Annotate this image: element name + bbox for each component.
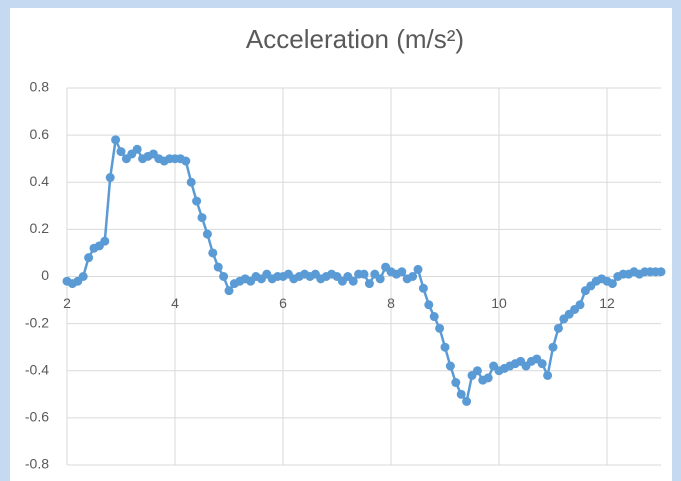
data-point — [224, 286, 234, 296]
data-point — [192, 196, 202, 206]
data-point — [456, 389, 466, 399]
data-point — [451, 378, 461, 388]
data-point — [359, 269, 369, 279]
data-point — [197, 213, 207, 223]
y-tick-label: 0.8 — [30, 79, 50, 95]
data-point — [375, 274, 385, 284]
data-point — [202, 229, 212, 239]
x-tick-label: 2 — [63, 295, 71, 311]
data-point — [424, 300, 434, 310]
data-point — [462, 396, 472, 406]
data-point — [472, 366, 482, 376]
x-tick-label: 12 — [599, 295, 615, 311]
data-point — [656, 267, 666, 277]
y-tick-label: -0.6 — [25, 409, 49, 425]
data-point — [78, 272, 88, 281]
data-point — [181, 156, 191, 166]
data-point — [111, 135, 121, 145]
data-point — [429, 312, 439, 322]
x-tick-label: 6 — [279, 295, 287, 311]
data-point — [116, 147, 126, 157]
data-point — [208, 248, 218, 258]
data-point — [440, 342, 450, 352]
y-tick-label: 0.4 — [30, 173, 50, 189]
data-point — [543, 370, 553, 380]
data-point — [483, 373, 493, 383]
data-point — [348, 276, 358, 286]
data-point — [84, 253, 94, 263]
y-tick-label: -0.4 — [25, 361, 49, 377]
chart-area — [10, 8, 672, 481]
data-point — [435, 323, 445, 333]
y-tick-label: 0.6 — [30, 126, 50, 142]
data-point — [364, 279, 374, 289]
x-tick-label: 8 — [387, 295, 395, 311]
data-point — [100, 236, 110, 246]
data-point — [186, 177, 196, 187]
data-point — [607, 279, 617, 289]
data-point — [418, 283, 428, 293]
data-point — [132, 144, 142, 154]
x-tick-label: 4 — [171, 295, 179, 311]
y-tick-label: 0.2 — [30, 220, 50, 236]
data-point — [575, 300, 585, 310]
data-point — [445, 361, 455, 371]
data-point — [537, 359, 547, 369]
data-point — [213, 262, 223, 272]
y-tick-label: -0.2 — [25, 314, 49, 330]
data-point — [219, 272, 229, 281]
x-tick-label: 10 — [491, 295, 507, 311]
data-point — [548, 342, 558, 352]
data-point — [397, 267, 407, 277]
y-tick-label: -0.8 — [25, 456, 49, 472]
data-point — [408, 272, 418, 281]
y-tick-label: 0 — [41, 267, 49, 283]
data-point — [553, 323, 563, 333]
chart-title: Acceleration (m/s²) — [246, 24, 464, 54]
data-point — [105, 173, 115, 183]
data-point — [413, 264, 423, 274]
